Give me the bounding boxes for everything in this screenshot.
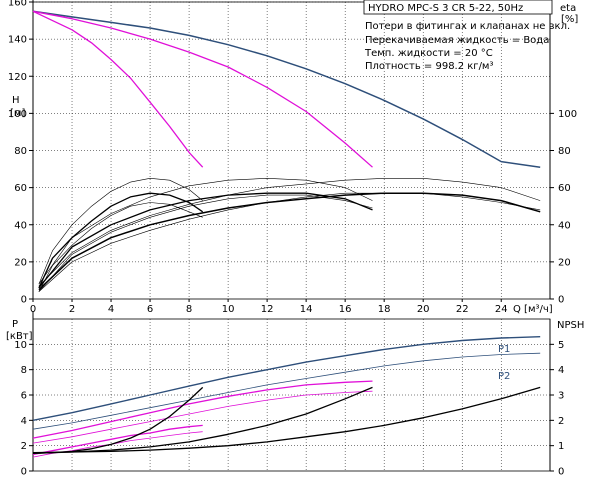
x-tick-label: 10 [222, 304, 235, 315]
p-axis-unit: [кВт] [6, 331, 33, 342]
y-tick-label: 40 [14, 220, 27, 231]
x-tick-label: 0 [30, 304, 36, 315]
series-line-magenta-2 [32, 380, 373, 439]
h-axis-unit: [м] [10, 108, 25, 119]
series-line-magenta-1 [32, 10, 373, 168]
y-tick-label: 10 [14, 340, 27, 351]
info-line-1: Потери в фитингах и клапанах не вкл. [365, 21, 570, 32]
x-tick-label: 18 [378, 304, 391, 315]
y2-tick-label: 3 [558, 391, 564, 402]
q-axis-label: Q [м³/ч] [513, 304, 553, 315]
info-line-4: Плотность = 998.2 кг/м³ [365, 61, 494, 72]
series-line-black-5 [38, 192, 204, 289]
y-tick-label: 2 [21, 441, 27, 452]
y-tick-label: 20 [14, 257, 27, 268]
chart-title: HYDRO MPC-S 3 CR 5-22, 50Hz [368, 3, 523, 14]
series-line-black-9 [38, 192, 541, 292]
h-axis-label: H [12, 95, 20, 106]
y2-tick-label: 2 [558, 416, 564, 427]
x-tick-label: 12 [261, 304, 274, 315]
series-line-black-6 [38, 178, 541, 287]
y-tick-label: 100 [8, 109, 27, 120]
x-tick-label: 16 [339, 304, 352, 315]
y-tick-label: 4 [21, 416, 27, 427]
series-line-black-3 [38, 192, 541, 291]
series-line-blue-0 [32, 10, 541, 168]
series-line-black-11 [38, 202, 203, 292]
y2-tick-label: 60 [558, 183, 571, 194]
series-line-black-7 [32, 386, 373, 454]
y-tick-label: 8 [21, 365, 27, 376]
y-tick-label: 160 [8, 0, 27, 9]
x-tick-label: 4 [108, 304, 114, 315]
p1-series-label: P1 [498, 344, 510, 355]
y2-tick-label: 40 [558, 220, 571, 231]
y2-tick-label: 1 [558, 441, 564, 452]
series-line-magenta-4 [32, 424, 203, 456]
x-tick-label: 24 [495, 304, 508, 315]
p2-series-label: P2 [498, 371, 510, 382]
power-npsh-panel: 0 2 4 6 8 10 0 1 2 3 4 5 [14, 311, 564, 478]
series-line-black-4 [38, 192, 373, 289]
y-tick-label: 0 [21, 295, 27, 306]
y2-tick-label: 0 [558, 467, 564, 478]
y2-tick-label: 4 [558, 365, 564, 376]
series-line-p1 [32, 336, 541, 421]
x-tick-label: 20 [417, 304, 430, 315]
series-line-black-6 [32, 386, 541, 454]
x-tick-label: 6 [147, 304, 153, 315]
y2-tick-label: 100 [558, 109, 577, 120]
npsh-axis-label: NPSH [557, 320, 584, 331]
y2-tick-label: 0 [558, 295, 564, 306]
series-line-p2 [32, 352, 541, 430]
x-tick-label: 8 [186, 304, 192, 315]
y-tick-label: 120 [8, 72, 27, 83]
y-tick-label: 0 [21, 467, 27, 478]
eta-axis-unit: [%] [561, 14, 578, 25]
p-axis-label: P [12, 319, 18, 330]
series-line-black-8 [38, 178, 203, 285]
series-line-magenta-2 [32, 10, 204, 168]
title-box [363, 0, 553, 15]
series-line-magenta-3 [32, 390, 373, 444]
series-line-magenta-5 [32, 431, 203, 458]
x-tick-label: 22 [456, 304, 469, 315]
x-tick-label: 2 [69, 304, 75, 315]
series-line-black-8 [32, 386, 204, 454]
y2-tick-label: 20 [558, 257, 571, 268]
series-line-black-7 [38, 178, 373, 285]
x-tick-label: 14 [300, 304, 313, 315]
y-tick-label: 60 [14, 183, 27, 194]
eta-axis-label: eta [560, 3, 576, 14]
y2-tick-label: 80 [558, 146, 571, 157]
series-line-black-10 [38, 194, 373, 292]
y-tick-label: 6 [21, 391, 27, 402]
y2-tick-label: 5 [558, 340, 564, 351]
y-tick-label: 80 [14, 146, 27, 157]
y-tick-label: 140 [8, 35, 27, 46]
info-line-3: Темп. жидкости = 20 °C [364, 48, 493, 59]
info-line-2: Перекачиваемая жидкость = Вода [365, 35, 549, 46]
